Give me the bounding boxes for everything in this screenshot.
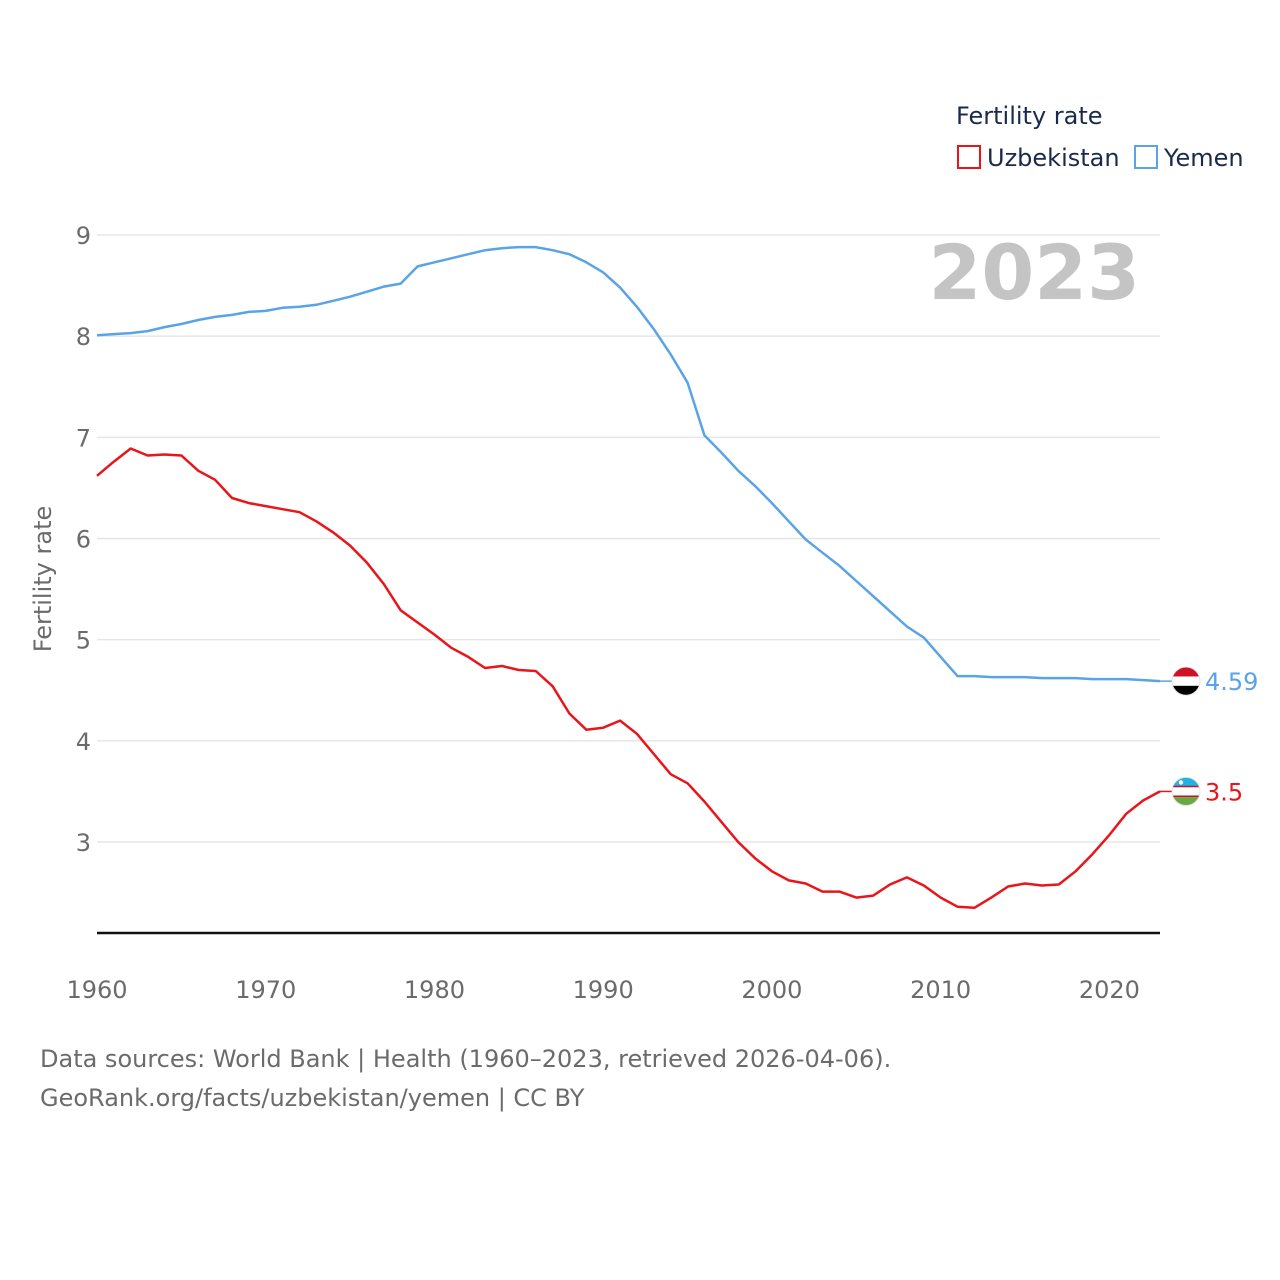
- end-value-uzbekistan: 3.5: [1205, 778, 1243, 806]
- x-tick-label: 1980: [404, 976, 465, 1004]
- x-tick-label: 2010: [910, 976, 971, 1004]
- y-tick-label: 5: [76, 627, 91, 655]
- y-tick-label: 9: [76, 222, 91, 250]
- x-tick-label: 2020: [1079, 976, 1140, 1004]
- y-tick-label: 6: [76, 526, 91, 554]
- yemen-flag-icon: [1172, 667, 1200, 696]
- legend-item-yemen[interactable]: Yemen: [1134, 144, 1244, 172]
- x-axis-ticks: 1960 1970 1980 1990 2000 2010 2020: [66, 976, 1139, 1004]
- x-tick-label: 2000: [741, 976, 802, 1004]
- series-lines: [96, 245, 1161, 910]
- series-line-uzbekistan[interactable]: [96, 447, 1161, 910]
- flag-outline: [1171, 666, 1201, 696]
- y-axis-ticks: 3 4 5 6 7 8 9: [76, 222, 91, 857]
- y-tick-label: 8: [76, 323, 91, 351]
- legend-label-yemen: Yemen: [1163, 144, 1244, 172]
- legend-swatch-yemen: [1134, 145, 1158, 169]
- legend-item-uzbekistan[interactable]: Uzbekistan: [957, 144, 1120, 172]
- y-axis-label: Fertility rate: [29, 506, 57, 653]
- legend-swatch-uzbekistan: [957, 145, 981, 169]
- x-tick-label: 1990: [573, 976, 634, 1004]
- gridlines: [97, 234, 1160, 843]
- source-link[interactable]: GeoRank.org/facts/uzbekistan/yemen | CC …: [40, 1084, 585, 1112]
- x-tick-label: 1960: [66, 976, 127, 1004]
- x-tick-label: 1970: [235, 976, 296, 1004]
- legend-label-uzbekistan: Uzbekistan: [987, 144, 1120, 172]
- legend-title: Fertility rate: [956, 102, 1103, 130]
- year-watermark: 2023: [928, 228, 1140, 317]
- end-value-yemen: 4.59: [1205, 668, 1258, 696]
- flag-outline: [1171, 777, 1201, 806]
- y-tick-label: 4: [76, 728, 91, 756]
- series-line-yemen[interactable]: [96, 245, 1161, 683]
- y-tick-label: 7: [76, 424, 91, 452]
- y-tick-label: 3: [76, 829, 91, 857]
- source-note: Data sources: World Bank | Health (1960–…: [40, 1045, 892, 1073]
- legend: Fertility rate Uzbekistan Yemen: [956, 102, 1244, 172]
- uzbekistan-flag-icon: [1172, 777, 1200, 806]
- series-end-markers: 3.5 4.59: [1160, 666, 1258, 806]
